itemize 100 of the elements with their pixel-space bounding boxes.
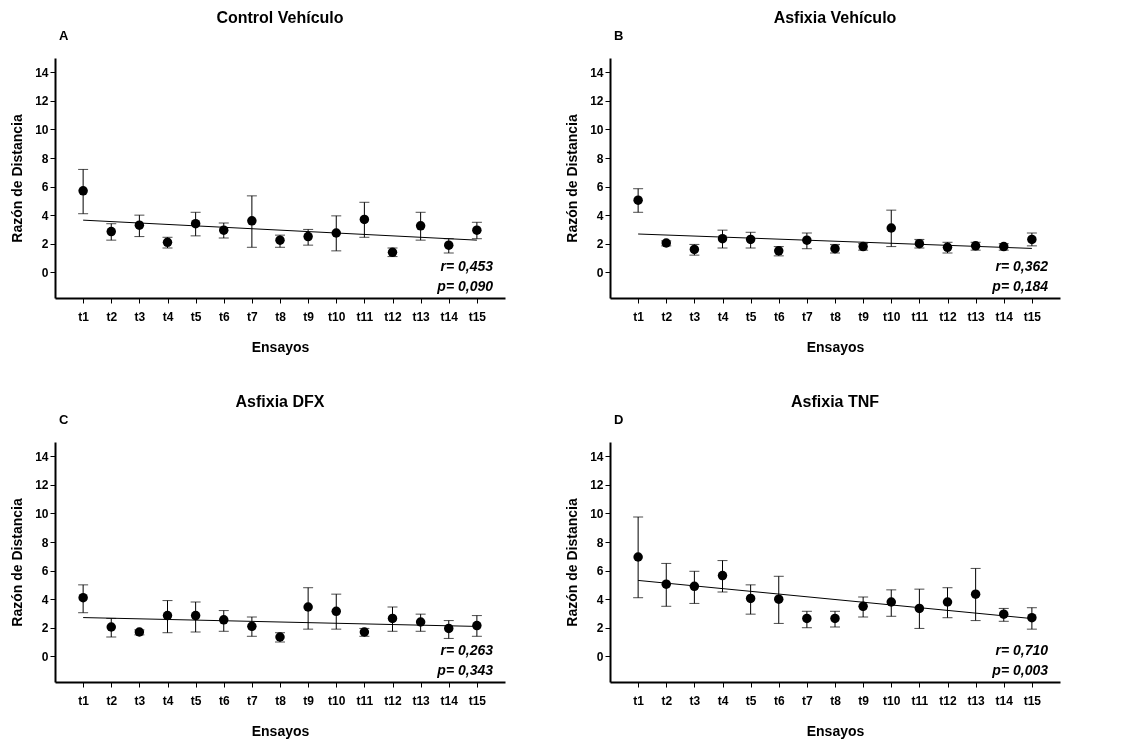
x-tick-label: t12 xyxy=(939,309,957,324)
x-axis-title: Ensayos xyxy=(251,338,310,355)
x-tick-label: t10 xyxy=(883,693,901,708)
annotation: p= 0,343 xyxy=(436,662,494,678)
point xyxy=(858,601,868,612)
x-tick-label: t1 xyxy=(633,693,645,708)
point xyxy=(830,613,840,624)
x-tick-label: t5 xyxy=(190,693,202,708)
y-tick-label: 10 xyxy=(590,122,604,137)
x-tick-label: t9 xyxy=(858,309,870,324)
x-tick-label: t11 xyxy=(911,693,929,708)
x-tick-label: t2 xyxy=(661,309,673,324)
y-tick-label: 4 xyxy=(596,208,604,223)
x-tick-label: t4 xyxy=(162,309,174,324)
y-tick-label: 12 xyxy=(590,94,604,109)
x-tick-label: t12 xyxy=(939,693,957,708)
x-tick-label: t15 xyxy=(1023,693,1042,708)
point xyxy=(78,592,88,603)
y-tick-label: 8 xyxy=(41,151,49,166)
y-tick-label: 8 xyxy=(596,535,604,550)
chart-title: Asfixia TNF xyxy=(790,393,880,410)
x-tick-label: t7 xyxy=(247,693,259,708)
y-axis-title: Razón de Distancia xyxy=(9,114,26,243)
y-tick-label: 8 xyxy=(596,151,604,166)
y-tick-label: 12 xyxy=(590,478,604,493)
x-tick-label: t5 xyxy=(745,693,757,708)
x-tick-label: t5 xyxy=(190,309,202,324)
x-tick-label: t10 xyxy=(883,309,901,324)
y-tick-label: 4 xyxy=(41,592,49,607)
x-tick-label: t5 xyxy=(745,309,757,324)
y-tick-label: 14 xyxy=(35,449,49,464)
x-tick-label: t14 xyxy=(995,693,1014,708)
x-tick-label: t14 xyxy=(440,693,459,708)
annotation: p= 0,090 xyxy=(436,278,494,294)
point xyxy=(886,223,896,233)
annotation: p= 0,184 xyxy=(991,278,1049,294)
x-tick-label: t9 xyxy=(303,309,315,324)
x-tick-label: t1 xyxy=(78,309,90,324)
point xyxy=(633,552,643,562)
x-tick-label: t12 xyxy=(384,693,402,708)
text: B xyxy=(614,28,624,43)
text: C xyxy=(59,412,69,427)
text: D xyxy=(614,412,624,427)
point xyxy=(106,226,116,237)
x-tick-label: t2 xyxy=(661,693,673,708)
x-tick-label: t4 xyxy=(162,693,174,708)
point xyxy=(190,610,201,621)
y-axis-title: Razón de Distancia xyxy=(564,114,581,243)
x-tick-label: t4 xyxy=(717,693,729,708)
x-tick-label: t2 xyxy=(106,309,118,324)
y-tick-label: 8 xyxy=(41,535,49,550)
chart-title: Asfixia Vehículo xyxy=(773,9,897,26)
y-axis-title: Razón de Distancia xyxy=(9,498,26,627)
x-tick-label: t9 xyxy=(858,693,870,708)
point xyxy=(745,593,756,604)
x-tick-label: t6 xyxy=(218,693,230,708)
x-tick-label: t3 xyxy=(689,309,701,324)
x-tick-label: t7 xyxy=(802,309,814,324)
x-tick-label: t10 xyxy=(328,693,346,708)
point xyxy=(472,225,482,235)
x-tick-label: t11 xyxy=(911,309,929,324)
y-tick-label: 2 xyxy=(41,237,49,252)
y-tick-label: 0 xyxy=(41,649,49,664)
point xyxy=(247,216,257,226)
point xyxy=(359,214,370,225)
point xyxy=(387,613,398,624)
y-tick-label: 12 xyxy=(35,94,49,109)
x-tick-label: t13 xyxy=(967,693,986,708)
y-tick-label: 6 xyxy=(41,180,49,195)
y-tick-label: 0 xyxy=(41,265,49,280)
x-tick-label: t13 xyxy=(967,309,986,324)
point xyxy=(247,621,257,632)
x-axis-title: Ensayos xyxy=(806,338,865,355)
y-tick-label: 2 xyxy=(596,237,604,252)
x-tick-label: t14 xyxy=(440,309,459,324)
x-axis-title: Ensayos xyxy=(806,722,865,739)
x-tick-label: t12 xyxy=(384,309,402,324)
point xyxy=(78,186,88,196)
y-tick-label: 14 xyxy=(590,65,604,80)
x-tick-label: t8 xyxy=(830,693,842,708)
x-tick-label: t13 xyxy=(412,693,431,708)
point xyxy=(717,570,728,581)
x-tick-label: t6 xyxy=(773,309,785,324)
point xyxy=(106,622,116,632)
point xyxy=(331,606,341,617)
x-tick-label: t8 xyxy=(275,693,287,708)
x-tick-label: t15 xyxy=(1023,309,1042,324)
x-tick-label: t6 xyxy=(773,693,785,708)
point xyxy=(774,594,784,604)
y-tick-label: 12 xyxy=(35,478,49,493)
point xyxy=(303,231,313,242)
point xyxy=(970,589,981,599)
annotation: r= 0,362 xyxy=(995,258,1049,274)
point xyxy=(942,597,953,607)
point xyxy=(444,240,454,250)
x-tick-label: t1 xyxy=(633,309,645,324)
y-axis-title: Razón de Distancia xyxy=(564,498,581,627)
y-tick-label: 4 xyxy=(41,208,49,223)
x-tick-label: t8 xyxy=(830,309,842,324)
chart-title: Control Vehículo xyxy=(216,9,344,26)
